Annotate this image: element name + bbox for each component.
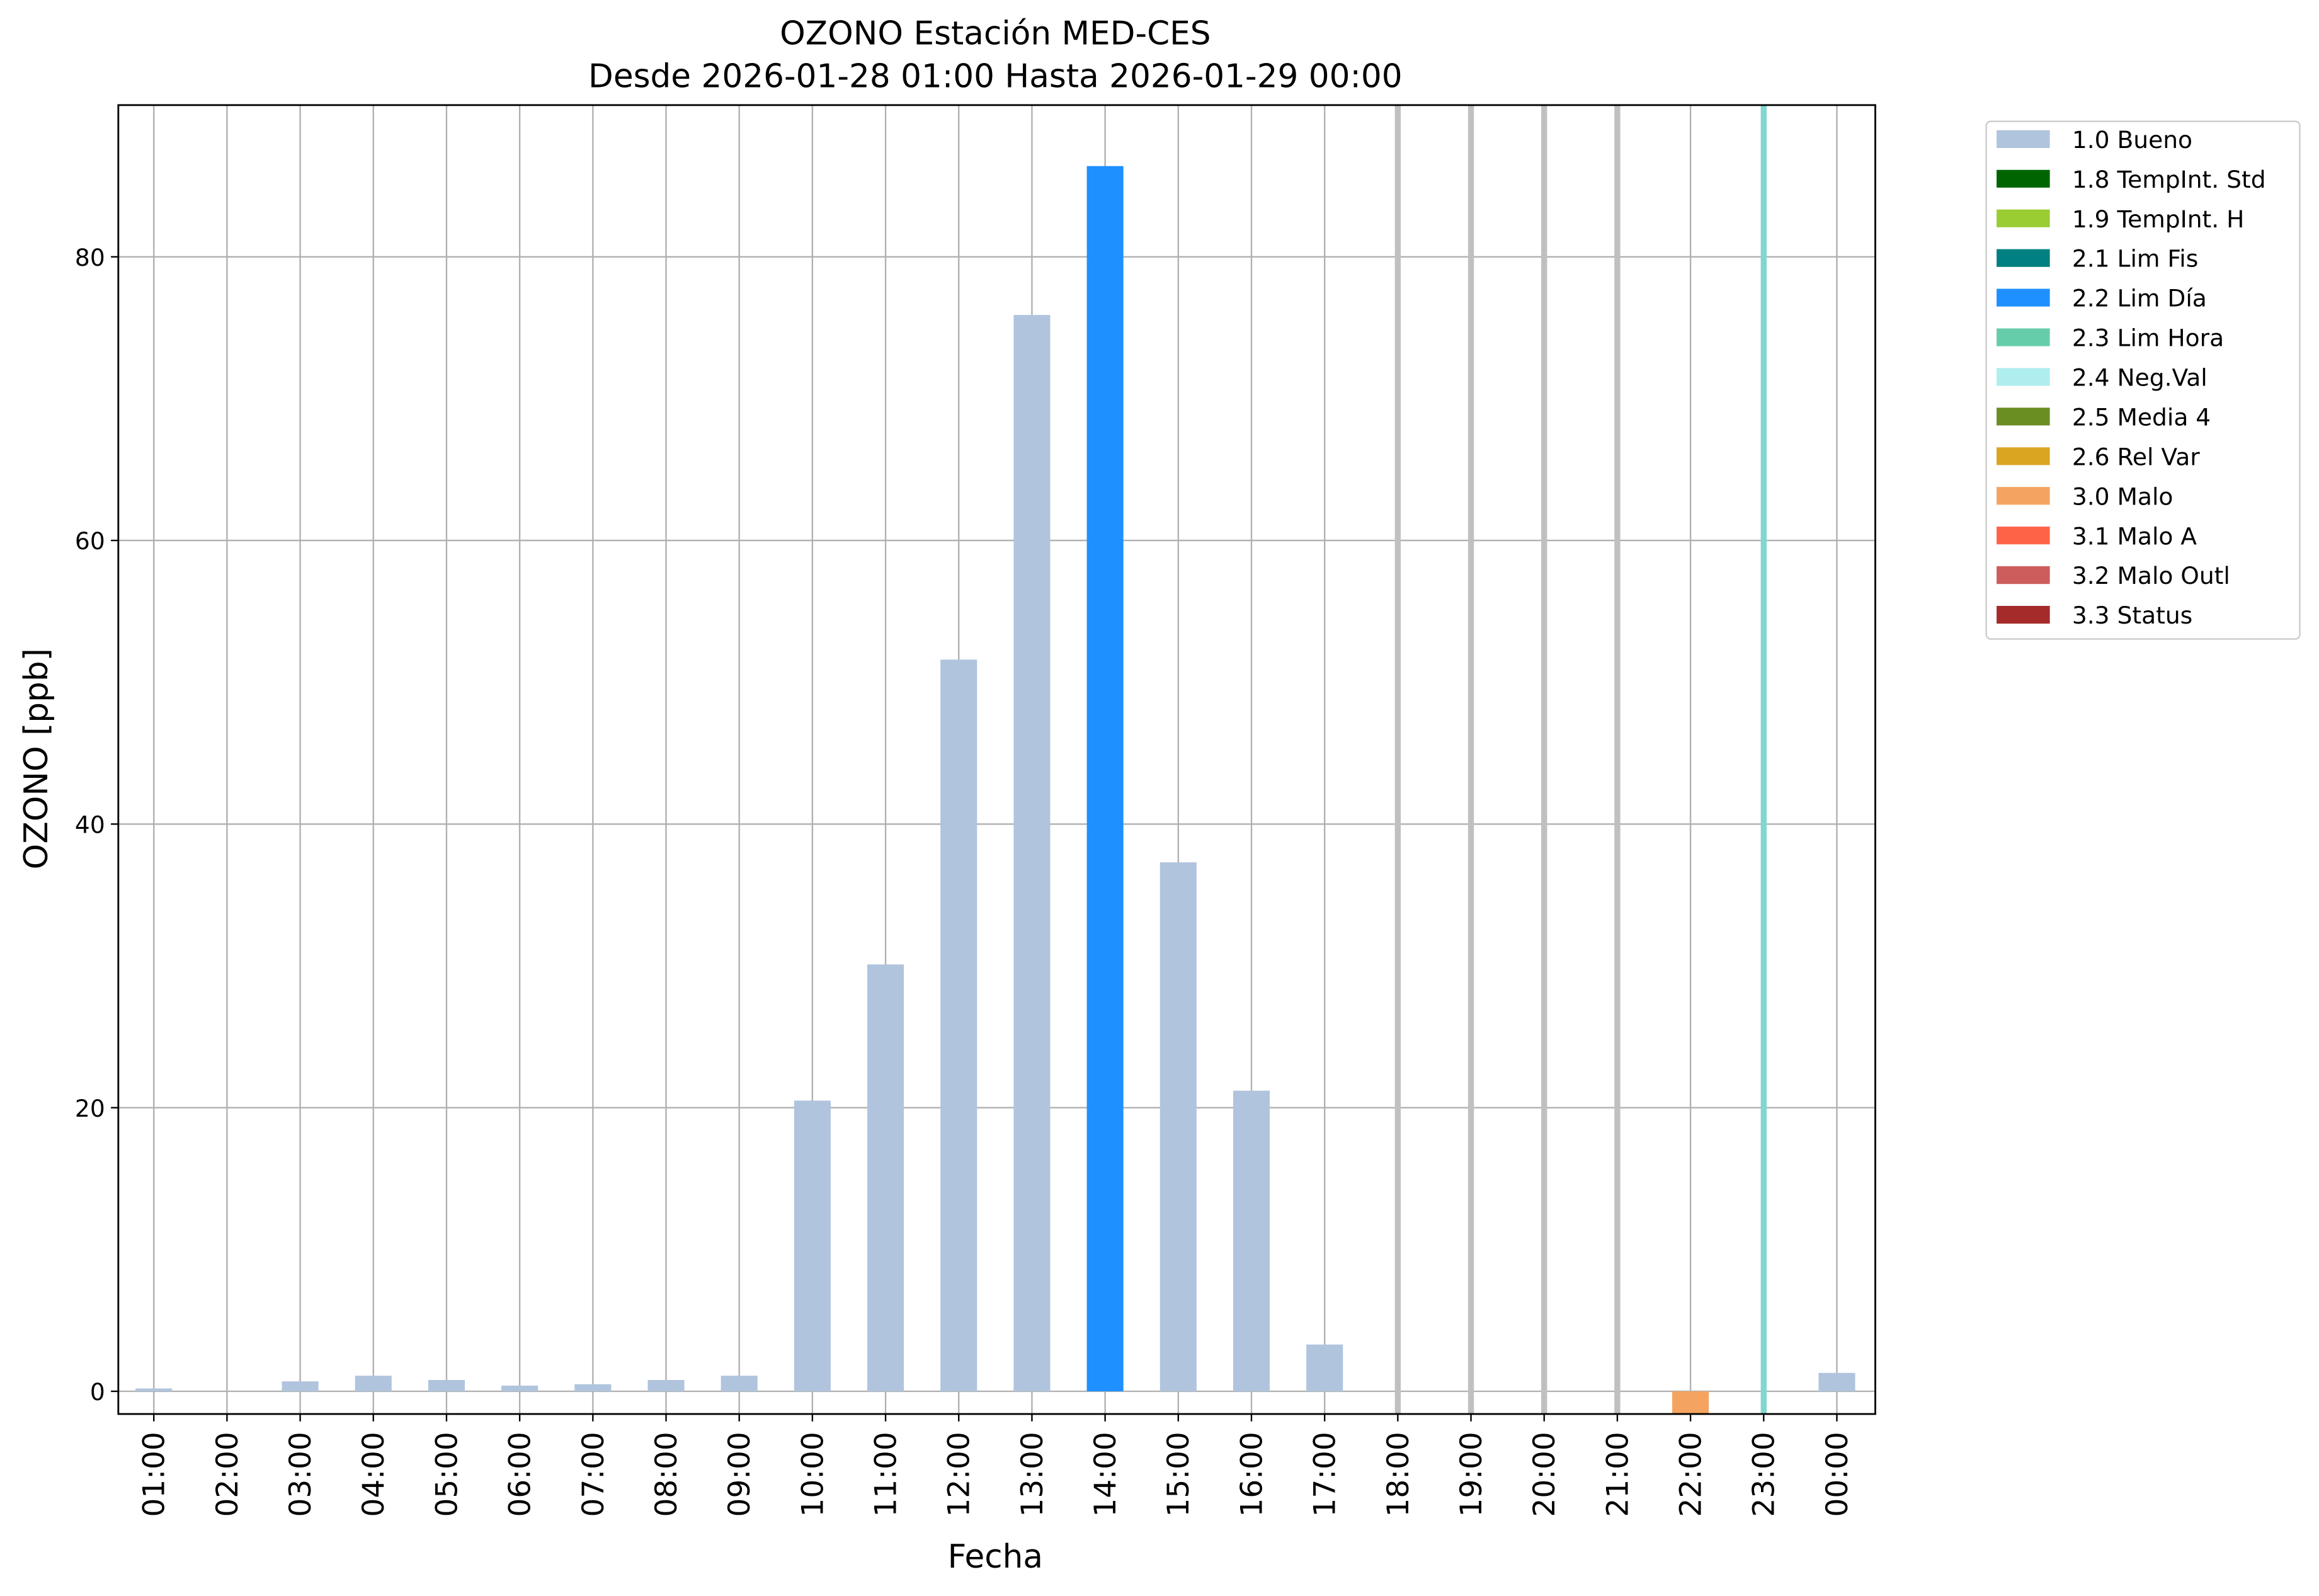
legend-swatch (1997, 605, 2050, 624)
y-tick-label: 80 (75, 244, 105, 271)
x-tick-label: 19:00 (1454, 1432, 1489, 1517)
legend-label: 2.1 Lim Fis (2072, 245, 2198, 273)
legend-label: 2.4 Neg.Val (2072, 364, 2208, 392)
x-tick-label: 06:00 (503, 1432, 538, 1517)
legend-swatch (1997, 249, 2050, 267)
x-tick-label: 20:00 (1527, 1432, 1562, 1517)
legend-frame (1985, 120, 2301, 640)
y-axis-label: OZONO [ppb] (18, 648, 55, 869)
legend-swatch (1997, 328, 2050, 346)
x-tick-label: 10:00 (795, 1432, 830, 1517)
x-tick-label: 14:00 (1088, 1432, 1123, 1517)
x-tick-label: 15:00 (1161, 1432, 1196, 1517)
legend-swatch (1997, 130, 2050, 148)
x-tick-label: 08:00 (649, 1432, 684, 1517)
x-tick-label: 00:00 (1820, 1432, 1855, 1517)
bar (574, 1384, 612, 1392)
x-tick-label: 13:00 (1015, 1432, 1050, 1517)
bar (501, 1386, 538, 1392)
bar (282, 1381, 319, 1392)
legend-swatch (1997, 566, 2050, 584)
x-tick-label: 09:00 (722, 1432, 757, 1517)
chart-subtitle: Desde 2026-01-28 01:00 Hasta 2026-01-29 … (588, 58, 1403, 96)
bar (1818, 1372, 1855, 1392)
legend-swatch (1997, 288, 2050, 307)
bar (1013, 315, 1051, 1392)
legend-swatch (1997, 487, 2050, 505)
bar (1086, 166, 1124, 1392)
bar (135, 1388, 173, 1392)
legend-swatch (1997, 169, 2050, 188)
legend-swatch (1997, 368, 2050, 386)
x-tick-label: 05:00 (430, 1432, 464, 1517)
x-tick-label: 01:00 (137, 1432, 172, 1517)
legend-label: 3.2 Malo Outl (2072, 562, 2230, 590)
bar (721, 1376, 758, 1392)
plot-area: 0 20 40 60 80 01:00 02:00 03:00 04:00 05:00 06:00 0… (75, 104, 1876, 1517)
bar (1672, 1391, 1709, 1415)
legend-label: 2.2 Lim Día (2072, 285, 2207, 312)
legend-swatch (1997, 408, 2050, 426)
legend-swatch (1997, 209, 2050, 227)
legend-label: 2.3 Lim Hora (2072, 324, 2224, 352)
legend-label: 1.9 TempInt. H (2072, 205, 2245, 233)
bar (355, 1376, 392, 1392)
legend: 1.0 Bueno 1.8 TempInt. Std 1.9 TempInt. H 2… (1985, 120, 2301, 640)
x-tick-label: 03:00 (283, 1432, 318, 1517)
legend-swatch (1997, 527, 2050, 545)
bar (794, 1100, 831, 1392)
bar (647, 1379, 685, 1392)
plot-frame (117, 104, 1876, 1415)
legend-label: 2.6 Rel Var (2072, 443, 2200, 470)
y-tick-label: 40 (75, 811, 105, 838)
x-tick-label: 02:00 (210, 1432, 245, 1517)
chart-title: OZONO Estación MED-CES (780, 15, 1211, 53)
y-tick-label: 60 (75, 527, 105, 555)
x-tick-label: 16:00 (1234, 1432, 1269, 1517)
x-tick-label: 11:00 (869, 1432, 904, 1517)
bar (867, 964, 904, 1392)
x-tick-label: 22:00 (1674, 1432, 1709, 1517)
bar (1160, 862, 1197, 1392)
bar (1306, 1344, 1343, 1392)
legend-swatch (1997, 447, 2050, 465)
x-tick-label: 17:00 (1308, 1432, 1343, 1517)
legend-label: 3.1 Malo A (2072, 522, 2197, 550)
legend-label: 3.3 Status (2072, 601, 2192, 629)
y-tick-label: 20 (75, 1095, 105, 1122)
legend-label: 1.8 TempInt. Std (2072, 166, 2266, 193)
bar (940, 659, 977, 1392)
x-tick-label: 18:00 (1381, 1432, 1416, 1517)
x-axis-label: Fecha (948, 1538, 1043, 1576)
x-tick-label: 12:00 (942, 1432, 977, 1517)
bar (428, 1379, 465, 1392)
legend-label: 3.0 Malo (2072, 482, 2174, 510)
x-tick-label: 04:00 (356, 1432, 391, 1517)
x-tick-label: 23:00 (1747, 1432, 1782, 1517)
y-tick-label: 0 (90, 1378, 105, 1406)
x-tick-label: 07:00 (576, 1432, 611, 1517)
legend-label: 1.0 Bueno (2072, 126, 2192, 154)
legend-label: 2.5 Media 4 (2072, 403, 2211, 431)
bar (1233, 1090, 1270, 1392)
x-tick-label: 21:00 (1600, 1432, 1635, 1517)
